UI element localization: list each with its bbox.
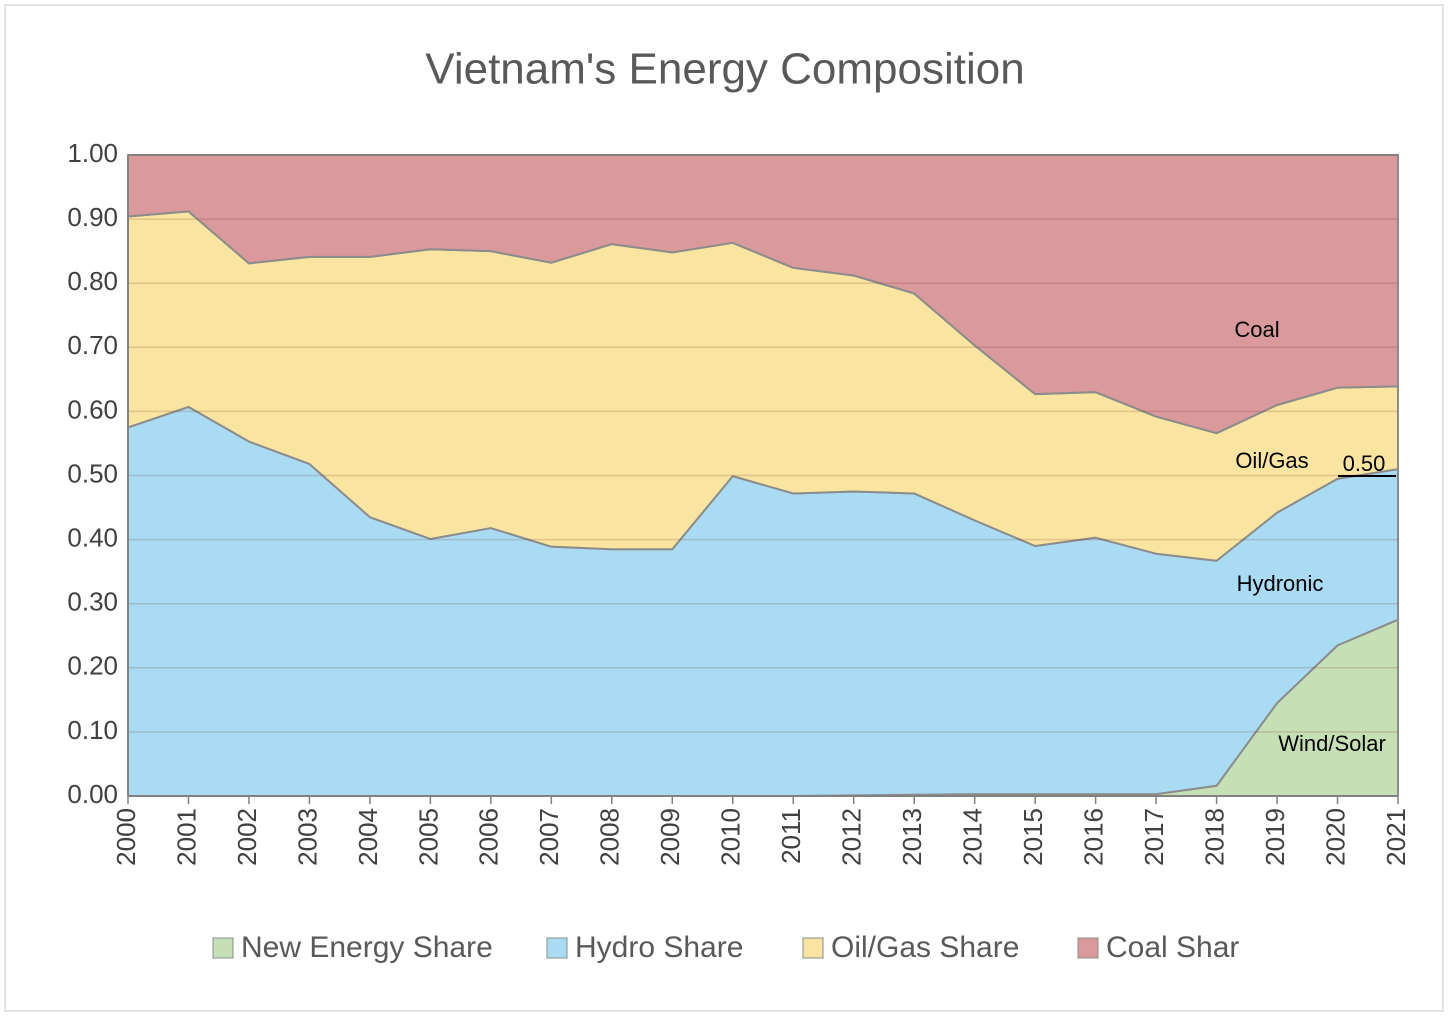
y-tick-label: 0.20 (67, 651, 118, 681)
x-tick-label: 2010 (716, 808, 746, 866)
y-tick-label: 0.90 (67, 202, 118, 232)
annotation: Wind/Solar (1278, 731, 1386, 756)
x-tick-label: 2003 (292, 808, 322, 866)
legend-label: Hydro Share (575, 931, 743, 964)
x-tick-label: 2006 (474, 808, 504, 866)
x-tick-label: 2004 (353, 808, 383, 866)
x-tick-label: 2020 (1320, 808, 1350, 866)
legend-swatch (546, 937, 568, 959)
x-tick-label: 2017 (1139, 808, 1169, 866)
x-tick-label: 2008 (595, 808, 625, 866)
annotation: Oil/Gas (1235, 448, 1308, 473)
y-tick-label: 0.10 (67, 715, 118, 745)
y-tick-label: 1.00 (67, 138, 118, 168)
legend-label: Oil/Gas Share (831, 931, 1019, 964)
x-tick-label: 2009 (655, 808, 685, 866)
x-tick-label: 2018 (1199, 808, 1229, 866)
y-tick-label: 0.70 (67, 330, 118, 360)
legend-label: New Energy Share (241, 931, 493, 964)
x-tick-label: 2000 (111, 808, 141, 866)
x-tick-label: 2021 (1381, 808, 1411, 866)
x-tick-label: 2012 (837, 808, 867, 866)
y-tick-label: 0.60 (67, 394, 118, 424)
x-tick-label: 2002 (232, 808, 262, 866)
legend-label: Coal Shar (1106, 931, 1239, 964)
x-tick-label: 2016 (1078, 808, 1108, 866)
x-tick-label: 2014 (958, 808, 988, 866)
annotation: 0.50 (1343, 451, 1386, 476)
y-tick-label: 0.30 (67, 587, 118, 617)
x-tick-label: 2015 (1018, 808, 1048, 866)
legend-swatch (802, 937, 824, 959)
x-tick-label: 2001 (171, 808, 201, 866)
area (127, 154, 1399, 435)
y-tick-label: 0.50 (67, 458, 118, 488)
annotation: Coal (1234, 317, 1279, 342)
x-tick-label: 2007 (534, 808, 564, 866)
legend-swatch (212, 937, 234, 959)
annotation: Hydronic (1237, 571, 1324, 596)
x-tick-label: 2011 (776, 808, 806, 864)
x-tick-label: 2013 (897, 808, 927, 866)
legend-swatch (1077, 937, 1099, 959)
chart-title: Vietnam's Energy Composition (425, 45, 1024, 94)
x-tick-label: 2019 (1260, 808, 1290, 866)
x-tick-label: 2005 (413, 808, 443, 866)
y-tick-label: 0.40 (67, 522, 118, 552)
y-tick-label: 0.00 (67, 779, 118, 809)
y-tick-label: 0.80 (67, 266, 118, 296)
